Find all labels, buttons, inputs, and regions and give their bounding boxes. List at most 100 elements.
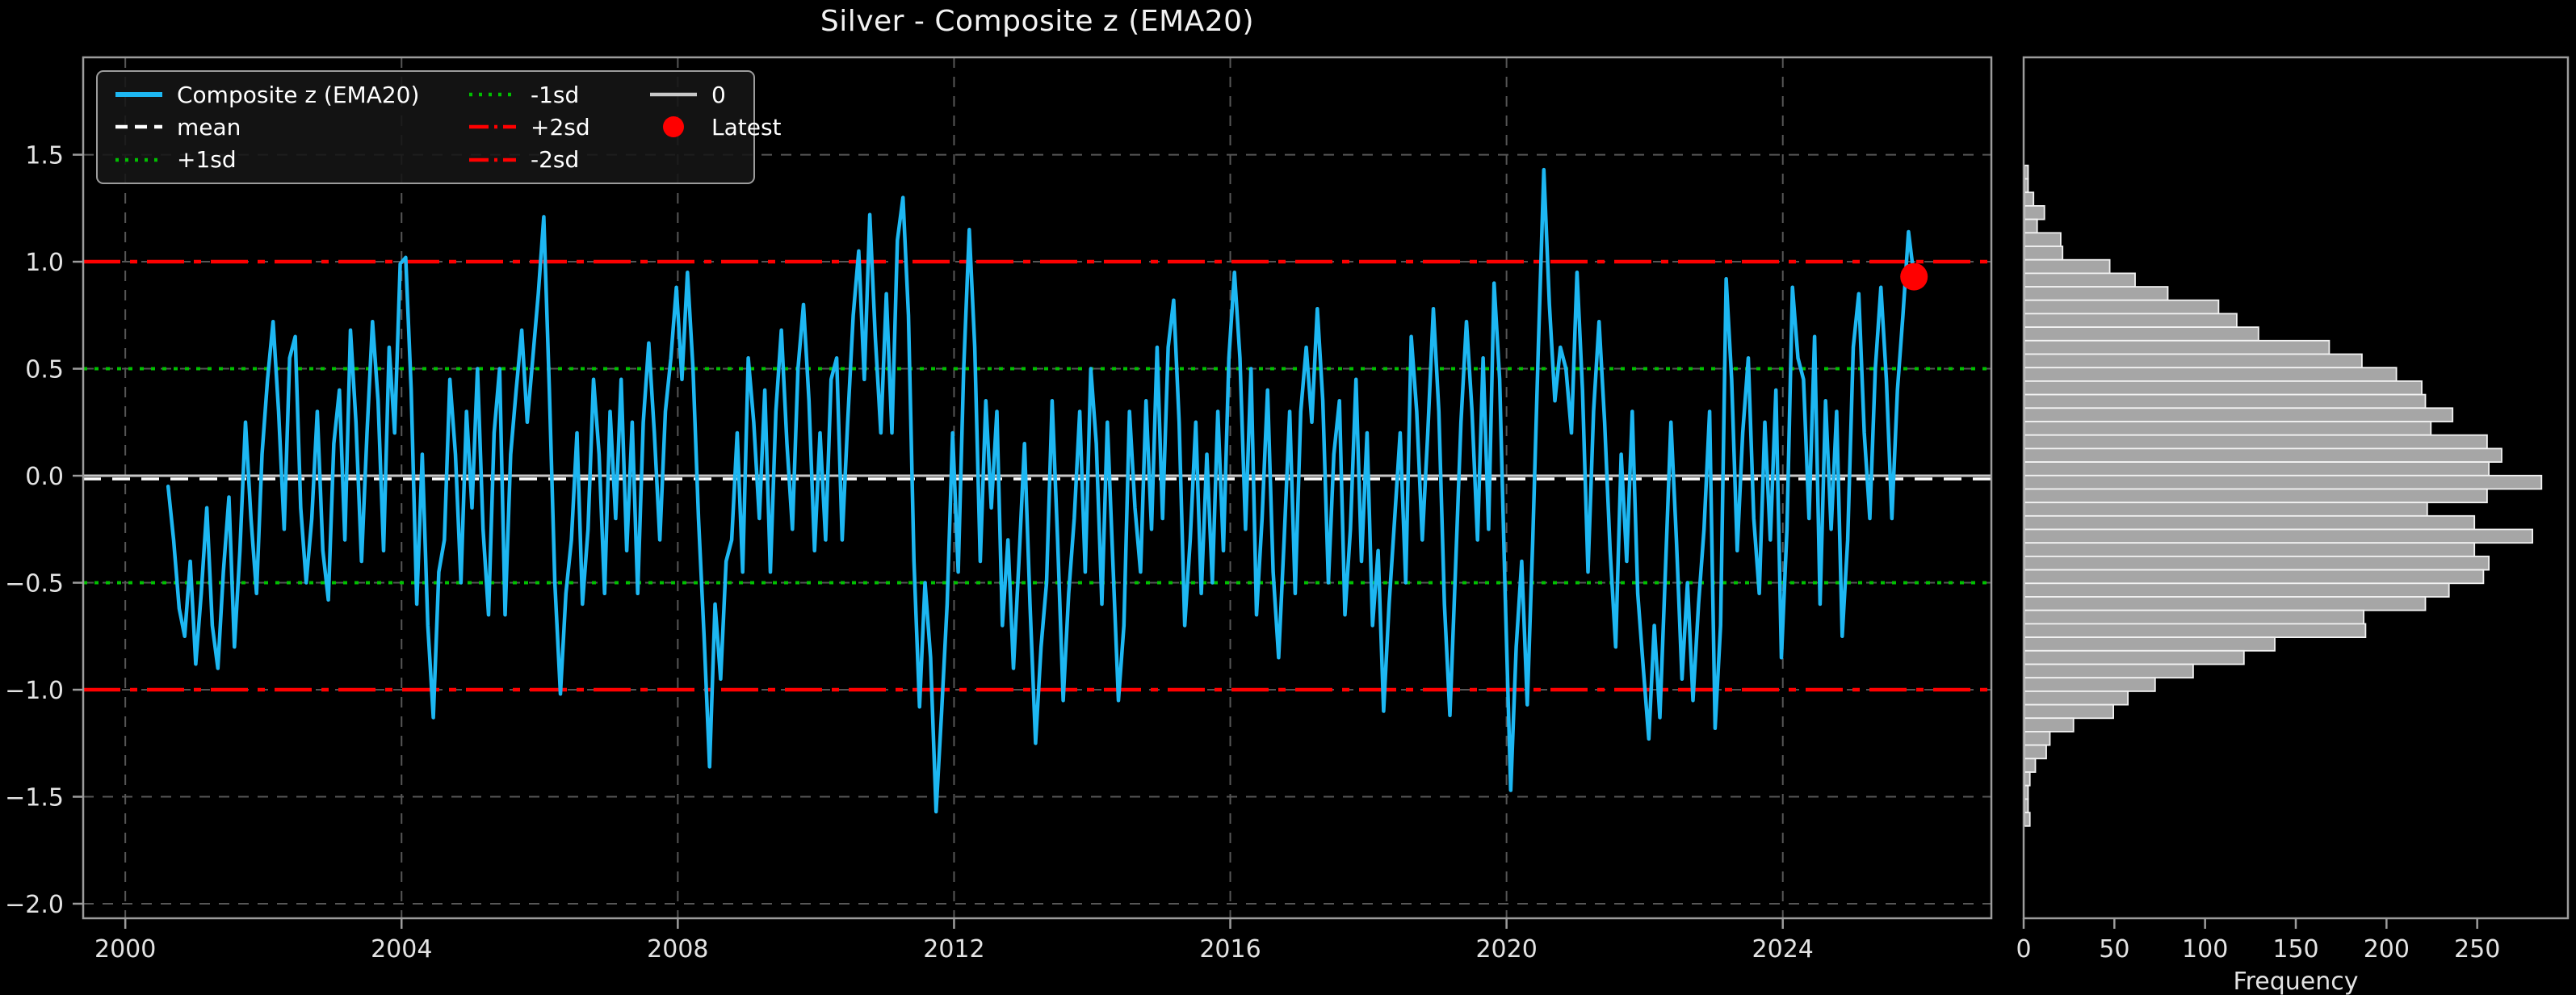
y-tick-label: −1.0	[5, 677, 64, 705]
histogram-bar	[2024, 771, 2031, 787]
histogram-bar	[2024, 367, 2398, 382]
hist-x-tick-label: 100	[2182, 935, 2228, 964]
legend-item-latest: Latest	[648, 111, 782, 143]
legend-label: -2sd	[531, 146, 580, 174]
histogram-bar	[2024, 246, 2064, 261]
main-axes: 2000 2004 2008 2012 2016 2020 2024 1.5 1.0 0.5 0.0…	[5, 56, 1993, 964]
x-tick-label: 2020	[1475, 935, 1537, 964]
latest-dot-icon	[1900, 262, 1928, 291]
histogram-bar	[2024, 353, 2363, 369]
x-tick-label: 2008	[647, 935, 708, 964]
histogram-bar	[2024, 178, 2029, 194]
histogram-bar	[2024, 609, 2365, 625]
histogram-bar	[2024, 623, 2367, 639]
histogram-bar	[2024, 784, 2029, 800]
histogram-bar	[2024, 421, 2432, 436]
hist-x-tick-label: 250	[2454, 935, 2500, 964]
mean-swatch-icon	[115, 125, 162, 129]
plus-1sd-swatch-icon	[115, 157, 162, 162]
histogram-bar	[2024, 744, 2047, 760]
hist-x-tick-label: 150	[2272, 935, 2318, 964]
composite-z-swatch-icon	[115, 92, 162, 98]
histogram-bar	[2024, 313, 2238, 328]
zero-swatch-icon	[650, 92, 697, 97]
histogram-bar	[2024, 258, 2111, 275]
latest-point-marker	[1900, 262, 1928, 291]
histogram-bar	[2024, 434, 2488, 450]
y-tick-label: 0.0	[25, 463, 64, 491]
histogram-bar	[2024, 663, 2194, 679]
legend-label: +1sd	[177, 146, 237, 174]
histogram-axes: 0 50 100 150 200 250 Frequency	[2016, 56, 2570, 995]
histogram-bar	[2024, 649, 2245, 665]
latest-swatch-icon	[663, 116, 684, 138]
legend-item-minus-1sd: -1sd	[468, 78, 648, 111]
histogram-bar	[2024, 514, 2476, 531]
histogram-bar	[2024, 636, 2276, 652]
histogram-bars	[2024, 164, 2543, 827]
histogram-bar	[2024, 380, 2423, 396]
histogram-bar	[2024, 474, 2543, 490]
hist-x-tick-label: 200	[2364, 935, 2410, 964]
histogram-bar	[2024, 717, 2075, 733]
legend-item-zero: 0	[648, 78, 753, 111]
histogram-bar	[2024, 407, 2454, 422]
x-tick-label: 2012	[923, 935, 984, 964]
y-tick-label: 1.0	[25, 249, 64, 277]
legend-label: 0	[711, 81, 726, 108]
legend-item-plus-2sd: +2sd	[468, 111, 648, 143]
main-spines	[82, 56, 1993, 920]
histogram-bar	[2024, 218, 2038, 234]
histogram-bar	[2024, 393, 2427, 409]
histogram-bar	[2024, 272, 2136, 288]
x-tick-label: 2024	[1752, 935, 1814, 964]
histogram-bar	[2024, 502, 2428, 517]
composite-z-line	[166, 167, 1916, 814]
histogram-bar	[2024, 542, 2476, 557]
minus-2sd-swatch-icon	[469, 157, 516, 162]
x-tick-label: 2016	[1199, 935, 1261, 964]
histogram-bar	[2024, 528, 2533, 544]
histogram-bar	[2024, 703, 2114, 720]
histogram-bar	[2024, 191, 2035, 207]
chart-title: Silver - Composite z (EMA20)	[820, 5, 1255, 38]
legend-item-minus-2sd: -2sd	[468, 144, 648, 176]
histogram-bar	[2024, 731, 2051, 746]
histogram-bar	[2024, 758, 2037, 773]
legend-item-composite-z: Composite z (EMA20)	[114, 78, 468, 111]
y-tick-label: −2.0	[5, 891, 64, 919]
composite-z-series	[166, 167, 1916, 814]
y-tick-label: −0.5	[5, 570, 64, 598]
legend-item-plus-1sd: +1sd	[114, 144, 468, 176]
hist-x-tick-label: 0	[2016, 935, 2031, 964]
legend-dot-icon	[663, 116, 684, 138]
legend-label: Latest	[711, 113, 782, 141]
histogram-bar	[2024, 339, 2331, 355]
histogram-bar	[2024, 164, 2029, 180]
histogram-bar	[2024, 691, 2129, 706]
y-tick-label: 0.5	[25, 356, 64, 384]
histogram-bar	[2024, 461, 2490, 477]
histogram-bar	[2024, 488, 2488, 504]
legend-label: +2sd	[531, 113, 590, 141]
histogram-bar	[2024, 798, 2029, 814]
histogram-bar	[2024, 286, 2169, 301]
hist-x-tick-label: 50	[2099, 935, 2129, 964]
histogram-bar	[2024, 299, 2220, 315]
histogram-bar	[2024, 204, 2045, 220]
histogram-bar	[2024, 326, 2259, 342]
histogram-bar	[2024, 232, 2062, 247]
histogram-bar	[2024, 556, 2490, 571]
legend-label: mean	[177, 113, 241, 141]
plus-2sd-swatch-icon	[469, 125, 516, 129]
hist-xlabel: Frequency	[2234, 968, 2359, 995]
x-tick-label: 2000	[94, 935, 156, 964]
legend-item-mean: mean	[114, 111, 468, 143]
y-tick-label: −1.5	[5, 783, 64, 812]
histogram-bar	[2024, 812, 2031, 827]
x-tick-label: 2004	[371, 935, 432, 964]
legend-label: -1sd	[531, 81, 580, 108]
histogram-bar	[2024, 677, 2156, 692]
